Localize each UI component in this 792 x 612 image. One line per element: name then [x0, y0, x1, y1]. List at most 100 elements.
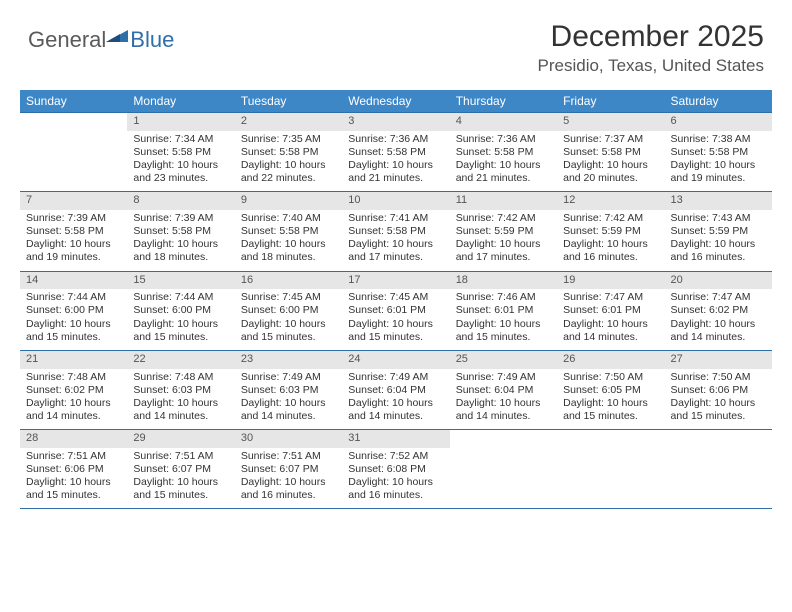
day-body: Sunrise: 7:52 AMSunset: 6:08 PMDaylight:…	[342, 448, 449, 509]
daylight-text: Daylight: 10 hours and 14 minutes.	[563, 318, 658, 344]
day-body: Sunrise: 7:44 AMSunset: 6:00 PMDaylight:…	[127, 289, 234, 350]
calendar-day-cell	[557, 430, 664, 509]
sunset-text: Sunset: 5:58 PM	[563, 146, 658, 159]
calendar-day-cell: 20Sunrise: 7:47 AMSunset: 6:02 PMDayligh…	[665, 271, 772, 350]
calendar-body: 1Sunrise: 7:34 AMSunset: 5:58 PMDaylight…	[20, 113, 772, 509]
logo-mark-icon	[106, 26, 128, 47]
calendar-day-cell: 14Sunrise: 7:44 AMSunset: 6:00 PMDayligh…	[20, 271, 127, 350]
weekday-header: Saturday	[665, 90, 772, 113]
sunset-text: Sunset: 5:58 PM	[241, 225, 336, 238]
day-number: 6	[665, 113, 772, 131]
weekday-header: Wednesday	[342, 90, 449, 113]
logo: General Blue	[28, 26, 174, 53]
sunrise-text: Sunrise: 7:50 AM	[563, 371, 658, 384]
day-body: Sunrise: 7:50 AMSunset: 6:06 PMDaylight:…	[665, 369, 772, 430]
location-subtitle: Presidio, Texas, United States	[538, 56, 764, 76]
sunrise-text: Sunrise: 7:44 AM	[133, 291, 228, 304]
day-body: Sunrise: 7:39 AMSunset: 5:58 PMDaylight:…	[127, 210, 234, 271]
sunrise-text: Sunrise: 7:42 AM	[456, 212, 551, 225]
calendar-day-cell: 7Sunrise: 7:39 AMSunset: 5:58 PMDaylight…	[20, 192, 127, 271]
sunrise-text: Sunrise: 7:49 AM	[241, 371, 336, 384]
sunrise-text: Sunrise: 7:51 AM	[133, 450, 228, 463]
daylight-text: Daylight: 10 hours and 14 minutes.	[671, 318, 766, 344]
sunset-text: Sunset: 5:58 PM	[348, 225, 443, 238]
calendar-day-cell: 11Sunrise: 7:42 AMSunset: 5:59 PMDayligh…	[450, 192, 557, 271]
day-number: 23	[235, 351, 342, 369]
daylight-text: Daylight: 10 hours and 15 minutes.	[133, 476, 228, 502]
sunset-text: Sunset: 6:06 PM	[26, 463, 121, 476]
sunset-text: Sunset: 5:58 PM	[133, 225, 228, 238]
sunset-text: Sunset: 6:08 PM	[348, 463, 443, 476]
sunrise-text: Sunrise: 7:52 AM	[348, 450, 443, 463]
daylight-text: Daylight: 10 hours and 21 minutes.	[456, 159, 551, 185]
day-number: 21	[20, 351, 127, 369]
calendar-day-cell: 8Sunrise: 7:39 AMSunset: 5:58 PMDaylight…	[127, 192, 234, 271]
weekday-header: Thursday	[450, 90, 557, 113]
page-header: General Blue December 2025 Presidio, Tex…	[0, 0, 792, 84]
calendar-day-cell: 13Sunrise: 7:43 AMSunset: 5:59 PMDayligh…	[665, 192, 772, 271]
day-body: Sunrise: 7:49 AMSunset: 6:03 PMDaylight:…	[235, 369, 342, 430]
sunset-text: Sunset: 5:58 PM	[133, 146, 228, 159]
daylight-text: Daylight: 10 hours and 14 minutes.	[348, 397, 443, 423]
sunset-text: Sunset: 6:05 PM	[563, 384, 658, 397]
calendar-day-cell: 26Sunrise: 7:50 AMSunset: 6:05 PMDayligh…	[557, 350, 664, 429]
daylight-text: Daylight: 10 hours and 14 minutes.	[456, 397, 551, 423]
day-number: 8	[127, 192, 234, 210]
daylight-text: Daylight: 10 hours and 16 minutes.	[671, 238, 766, 264]
sunset-text: Sunset: 5:58 PM	[348, 146, 443, 159]
day-body: Sunrise: 7:49 AMSunset: 6:04 PMDaylight:…	[342, 369, 449, 430]
day-number: 20	[665, 272, 772, 290]
sunrise-text: Sunrise: 7:36 AM	[348, 133, 443, 146]
calendar-week-row: 14Sunrise: 7:44 AMSunset: 6:00 PMDayligh…	[20, 271, 772, 350]
sunset-text: Sunset: 6:00 PM	[241, 304, 336, 317]
day-body: Sunrise: 7:51 AMSunset: 6:07 PMDaylight:…	[235, 448, 342, 509]
day-number: 9	[235, 192, 342, 210]
calendar-day-cell: 17Sunrise: 7:45 AMSunset: 6:01 PMDayligh…	[342, 271, 449, 350]
logo-text-general: General	[28, 27, 106, 53]
sunset-text: Sunset: 6:00 PM	[133, 304, 228, 317]
day-body: Sunrise: 7:47 AMSunset: 6:01 PMDaylight:…	[557, 289, 664, 350]
calendar-day-cell	[665, 430, 772, 509]
day-body	[665, 448, 772, 496]
daylight-text: Daylight: 10 hours and 15 minutes.	[26, 476, 121, 502]
calendar-week-row: 21Sunrise: 7:48 AMSunset: 6:02 PMDayligh…	[20, 350, 772, 429]
calendar-day-cell: 28Sunrise: 7:51 AMSunset: 6:06 PMDayligh…	[20, 430, 127, 509]
day-number: 24	[342, 351, 449, 369]
calendar-day-cell: 3Sunrise: 7:36 AMSunset: 5:58 PMDaylight…	[342, 113, 449, 192]
sunrise-text: Sunrise: 7:47 AM	[563, 291, 658, 304]
day-body: Sunrise: 7:40 AMSunset: 5:58 PMDaylight:…	[235, 210, 342, 271]
day-body: Sunrise: 7:48 AMSunset: 6:02 PMDaylight:…	[20, 369, 127, 430]
day-body: Sunrise: 7:41 AMSunset: 5:58 PMDaylight:…	[342, 210, 449, 271]
day-number: 13	[665, 192, 772, 210]
sunrise-text: Sunrise: 7:46 AM	[456, 291, 551, 304]
day-body	[20, 131, 127, 179]
day-number: 15	[127, 272, 234, 290]
daylight-text: Daylight: 10 hours and 15 minutes.	[133, 318, 228, 344]
day-number: 27	[665, 351, 772, 369]
daylight-text: Daylight: 10 hours and 16 minutes.	[241, 476, 336, 502]
calendar-day-cell: 15Sunrise: 7:44 AMSunset: 6:00 PMDayligh…	[127, 271, 234, 350]
sunrise-text: Sunrise: 7:45 AM	[348, 291, 443, 304]
day-body	[557, 448, 664, 496]
sunrise-text: Sunrise: 7:36 AM	[456, 133, 551, 146]
sunset-text: Sunset: 6:04 PM	[348, 384, 443, 397]
daylight-text: Daylight: 10 hours and 20 minutes.	[563, 159, 658, 185]
sunset-text: Sunset: 5:58 PM	[671, 146, 766, 159]
day-body	[450, 448, 557, 496]
calendar-week-row: 28Sunrise: 7:51 AMSunset: 6:06 PMDayligh…	[20, 430, 772, 509]
calendar-day-cell: 9Sunrise: 7:40 AMSunset: 5:58 PMDaylight…	[235, 192, 342, 271]
day-body: Sunrise: 7:39 AMSunset: 5:58 PMDaylight:…	[20, 210, 127, 271]
calendar-day-cell: 5Sunrise: 7:37 AMSunset: 5:58 PMDaylight…	[557, 113, 664, 192]
day-number: 14	[20, 272, 127, 290]
sunrise-text: Sunrise: 7:41 AM	[348, 212, 443, 225]
daylight-text: Daylight: 10 hours and 23 minutes.	[133, 159, 228, 185]
day-body: Sunrise: 7:48 AMSunset: 6:03 PMDaylight:…	[127, 369, 234, 430]
calendar-day-cell: 19Sunrise: 7:47 AMSunset: 6:01 PMDayligh…	[557, 271, 664, 350]
daylight-text: Daylight: 10 hours and 15 minutes.	[26, 318, 121, 344]
sunrise-text: Sunrise: 7:47 AM	[671, 291, 766, 304]
daylight-text: Daylight: 10 hours and 17 minutes.	[348, 238, 443, 264]
sunrise-text: Sunrise: 7:48 AM	[26, 371, 121, 384]
day-body: Sunrise: 7:37 AMSunset: 5:58 PMDaylight:…	[557, 131, 664, 192]
weekday-header: Sunday	[20, 90, 127, 113]
sunset-text: Sunset: 5:58 PM	[26, 225, 121, 238]
